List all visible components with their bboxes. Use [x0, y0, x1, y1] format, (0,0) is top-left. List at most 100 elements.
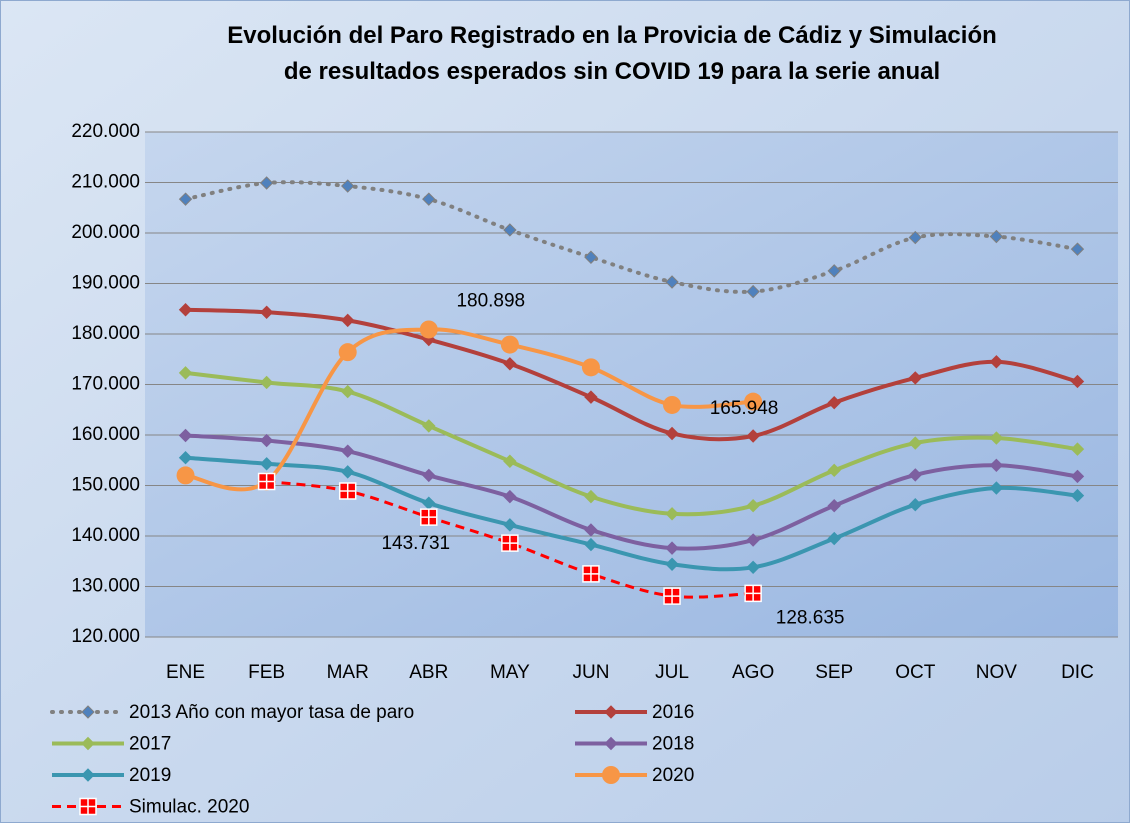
marker: [665, 507, 679, 521]
marker: [178, 366, 193, 380]
marker: [604, 736, 618, 751]
marker: [827, 395, 841, 410]
legend-item: Simulac. 2020: [52, 797, 249, 818]
marker: [500, 335, 519, 354]
series-line: [185, 327, 754, 492]
marker: [259, 305, 274, 319]
marker: [341, 384, 355, 399]
y-tick-label: 130.000: [71, 576, 140, 597]
marker: [259, 433, 274, 448]
x-tick-label: ENE: [166, 662, 205, 683]
y-tick-label: 190.000: [71, 273, 140, 294]
legend-item: 2017: [52, 734, 171, 755]
marker: [178, 451, 193, 465]
legend-label: 2017: [129, 734, 171, 755]
marker: [503, 223, 517, 237]
x-tick-label: JUL: [655, 662, 689, 683]
marker: [503, 454, 517, 468]
series-line: [185, 370, 1078, 517]
x-tick-label: OCT: [895, 662, 936, 683]
marker: [663, 587, 681, 605]
x-tick-label: NOV: [976, 662, 1018, 683]
marker: [602, 766, 620, 784]
marker: [259, 375, 274, 390]
x-tick-label: ABR: [409, 662, 448, 683]
legend-label: Simulac. 2020: [129, 797, 249, 818]
marker: [584, 523, 598, 537]
marker: [584, 390, 598, 404]
marker: [827, 498, 841, 513]
legend-label: 2016: [652, 702, 694, 723]
marker: [1070, 242, 1085, 256]
marker: [989, 458, 1004, 473]
legend-label: 2019: [129, 765, 171, 786]
legend-item: 2019: [52, 765, 171, 786]
marker: [581, 358, 600, 377]
series-line: [183, 180, 1080, 294]
y-tick-label: 200.000: [71, 222, 140, 243]
marker: [176, 466, 195, 485]
marker: [827, 463, 841, 478]
marker: [908, 468, 922, 482]
marker: [79, 797, 97, 816]
marker: [501, 534, 519, 552]
marker: [81, 736, 95, 751]
marker: [582, 565, 600, 583]
marker: [341, 313, 355, 328]
y-tick-label: 160.000: [71, 424, 140, 445]
legend-item: 2018: [575, 734, 694, 755]
marker: [503, 357, 517, 371]
marker: [1070, 488, 1085, 503]
data-label: 128.635: [776, 607, 845, 628]
legend-label: 2018: [652, 734, 694, 755]
legend-label: 2020: [652, 765, 694, 786]
x-tick-label: JUN: [572, 662, 609, 683]
x-tick-label: SEP: [815, 662, 853, 683]
marker: [604, 705, 618, 719]
series-line: [185, 433, 1078, 551]
marker: [503, 518, 517, 532]
chart-title: Evolución del Paro Registrado en la Prov…: [227, 22, 997, 85]
marker: [744, 392, 763, 411]
marker: [665, 557, 679, 571]
marker: [419, 320, 438, 339]
y-tick-label: 210.000: [71, 172, 140, 193]
marker: [338, 482, 357, 500]
marker: [665, 426, 679, 441]
data-label: 165.948: [710, 398, 779, 419]
marker: [663, 395, 682, 414]
marker: [1070, 374, 1085, 389]
marker: [81, 768, 95, 782]
series-line: [185, 307, 1078, 442]
y-tick-label: 220.000: [71, 121, 140, 142]
marker: [746, 560, 760, 575]
marker: [744, 584, 762, 603]
marker: [746, 429, 760, 443]
marker: [341, 444, 355, 458]
y-tick-label: 180.000: [71, 323, 140, 344]
marker: [908, 436, 922, 450]
data-label: 143.731: [381, 533, 450, 554]
marker: [989, 481, 1004, 495]
marker: [259, 176, 274, 190]
marker: [420, 508, 438, 526]
marker: [908, 230, 922, 245]
marker: [178, 428, 193, 443]
x-tick-label: MAR: [327, 662, 369, 683]
x-tick-label: DIC: [1061, 662, 1094, 683]
y-tick-label: 150.000: [71, 475, 140, 496]
marker: [178, 192, 193, 206]
marker: [746, 533, 760, 547]
marker: [341, 179, 355, 193]
marker: [1070, 442, 1085, 456]
marker: [665, 275, 679, 289]
legend-item: 2016: [575, 702, 694, 723]
marker: [989, 355, 1004, 369]
legend-label: 2013 Año con mayor tasa de paro: [129, 702, 414, 723]
y-tick-label: 140.000: [71, 525, 140, 546]
marker: [259, 457, 274, 471]
marker: [908, 497, 922, 512]
marker: [584, 489, 598, 504]
marker: [81, 705, 95, 719]
